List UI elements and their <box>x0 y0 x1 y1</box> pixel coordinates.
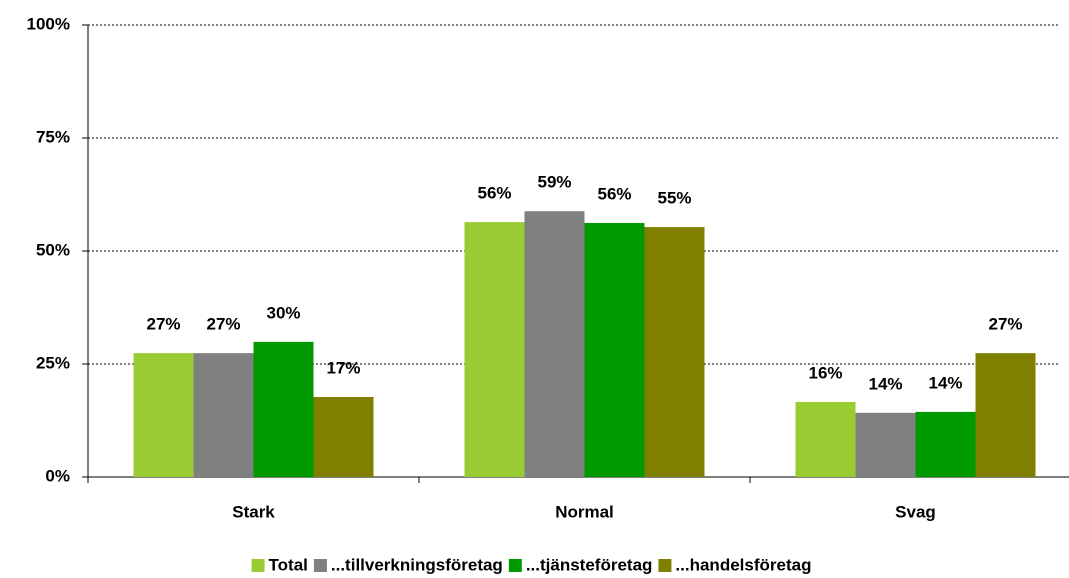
bar <box>193 353 254 477</box>
y-tick-label: 100% <box>27 14 70 33</box>
bar <box>584 222 645 477</box>
value-label: 14% <box>868 374 902 393</box>
y-tick-label: 0% <box>45 466 70 485</box>
legend-swatch <box>313 559 327 572</box>
bar <box>855 412 916 477</box>
value-label: 14% <box>928 373 962 392</box>
y-tick-label: 75% <box>36 127 70 146</box>
bar <box>795 401 856 477</box>
bar <box>524 211 585 477</box>
value-label: 27% <box>988 315 1022 334</box>
y-tick-label: 25% <box>36 353 70 372</box>
bar <box>915 411 976 477</box>
value-label: 56% <box>477 184 511 203</box>
y-tick-label: 50% <box>36 240 70 259</box>
value-label: 30% <box>266 303 300 322</box>
legend-label: Total <box>269 555 308 574</box>
value-label: 59% <box>537 173 571 192</box>
value-label: 27% <box>146 315 180 334</box>
x-tick-label: Normal <box>555 502 614 521</box>
value-label: 56% <box>597 184 631 203</box>
x-tick-label: Stark <box>232 502 275 521</box>
bar <box>644 227 705 477</box>
legend-label: ...handelsföretag <box>675 555 811 574</box>
value-label: 16% <box>808 363 842 382</box>
bar <box>464 222 525 477</box>
legend-swatch <box>508 559 522 572</box>
legend-swatch <box>658 559 672 572</box>
legend-swatch <box>251 559 265 572</box>
bar <box>253 341 314 477</box>
value-label: 27% <box>206 315 240 334</box>
bar <box>133 353 194 477</box>
legend-label: ...tjänsteföretag <box>526 555 653 574</box>
legend-label: ...tillverkningsföretag <box>331 555 503 574</box>
value-label: 55% <box>657 189 691 208</box>
value-label: 17% <box>326 358 360 377</box>
x-tick-label: Svag <box>895 502 936 521</box>
bar <box>313 396 374 477</box>
bar <box>975 353 1036 477</box>
